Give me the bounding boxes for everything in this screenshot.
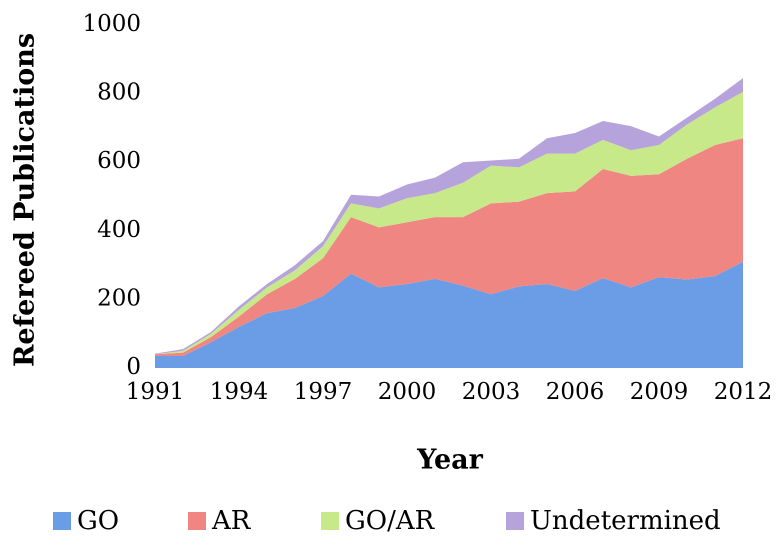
area [155, 138, 743, 356]
y-tick-label: 400 [97, 217, 141, 243]
legend-swatch [506, 512, 524, 530]
y-tick-label: 200 [97, 285, 141, 311]
x-tick-label: 2003 [462, 379, 521, 405]
x-tick-label: 2012 [714, 379, 773, 405]
y-tick-label: 600 [97, 148, 141, 174]
legend-label: Undetermined [530, 506, 721, 536]
x-tick-label: 1991 [126, 379, 185, 405]
y-tick-label: 800 [97, 80, 141, 106]
legend-swatch [53, 512, 71, 530]
legend-label: GO/AR [345, 506, 436, 536]
legend-swatch [321, 512, 339, 530]
area [155, 261, 743, 368]
legend-label: GO [77, 506, 119, 536]
legend-swatch [188, 512, 206, 530]
x-axis-title: Year [416, 445, 484, 476]
x-tick-label: 2000 [378, 379, 437, 405]
y-axis-title: Refereed Publications [10, 33, 41, 367]
x-tick-label: 2006 [546, 379, 605, 405]
y-tick-label: 1000 [82, 11, 141, 37]
legend-label: AR [211, 506, 252, 536]
x-tick-label: 1997 [294, 379, 353, 405]
x-tick-label: 1994 [210, 379, 269, 405]
x-tick-label: 2009 [630, 379, 689, 405]
area [155, 91, 743, 355]
y-tick-label: 0 [126, 354, 141, 380]
